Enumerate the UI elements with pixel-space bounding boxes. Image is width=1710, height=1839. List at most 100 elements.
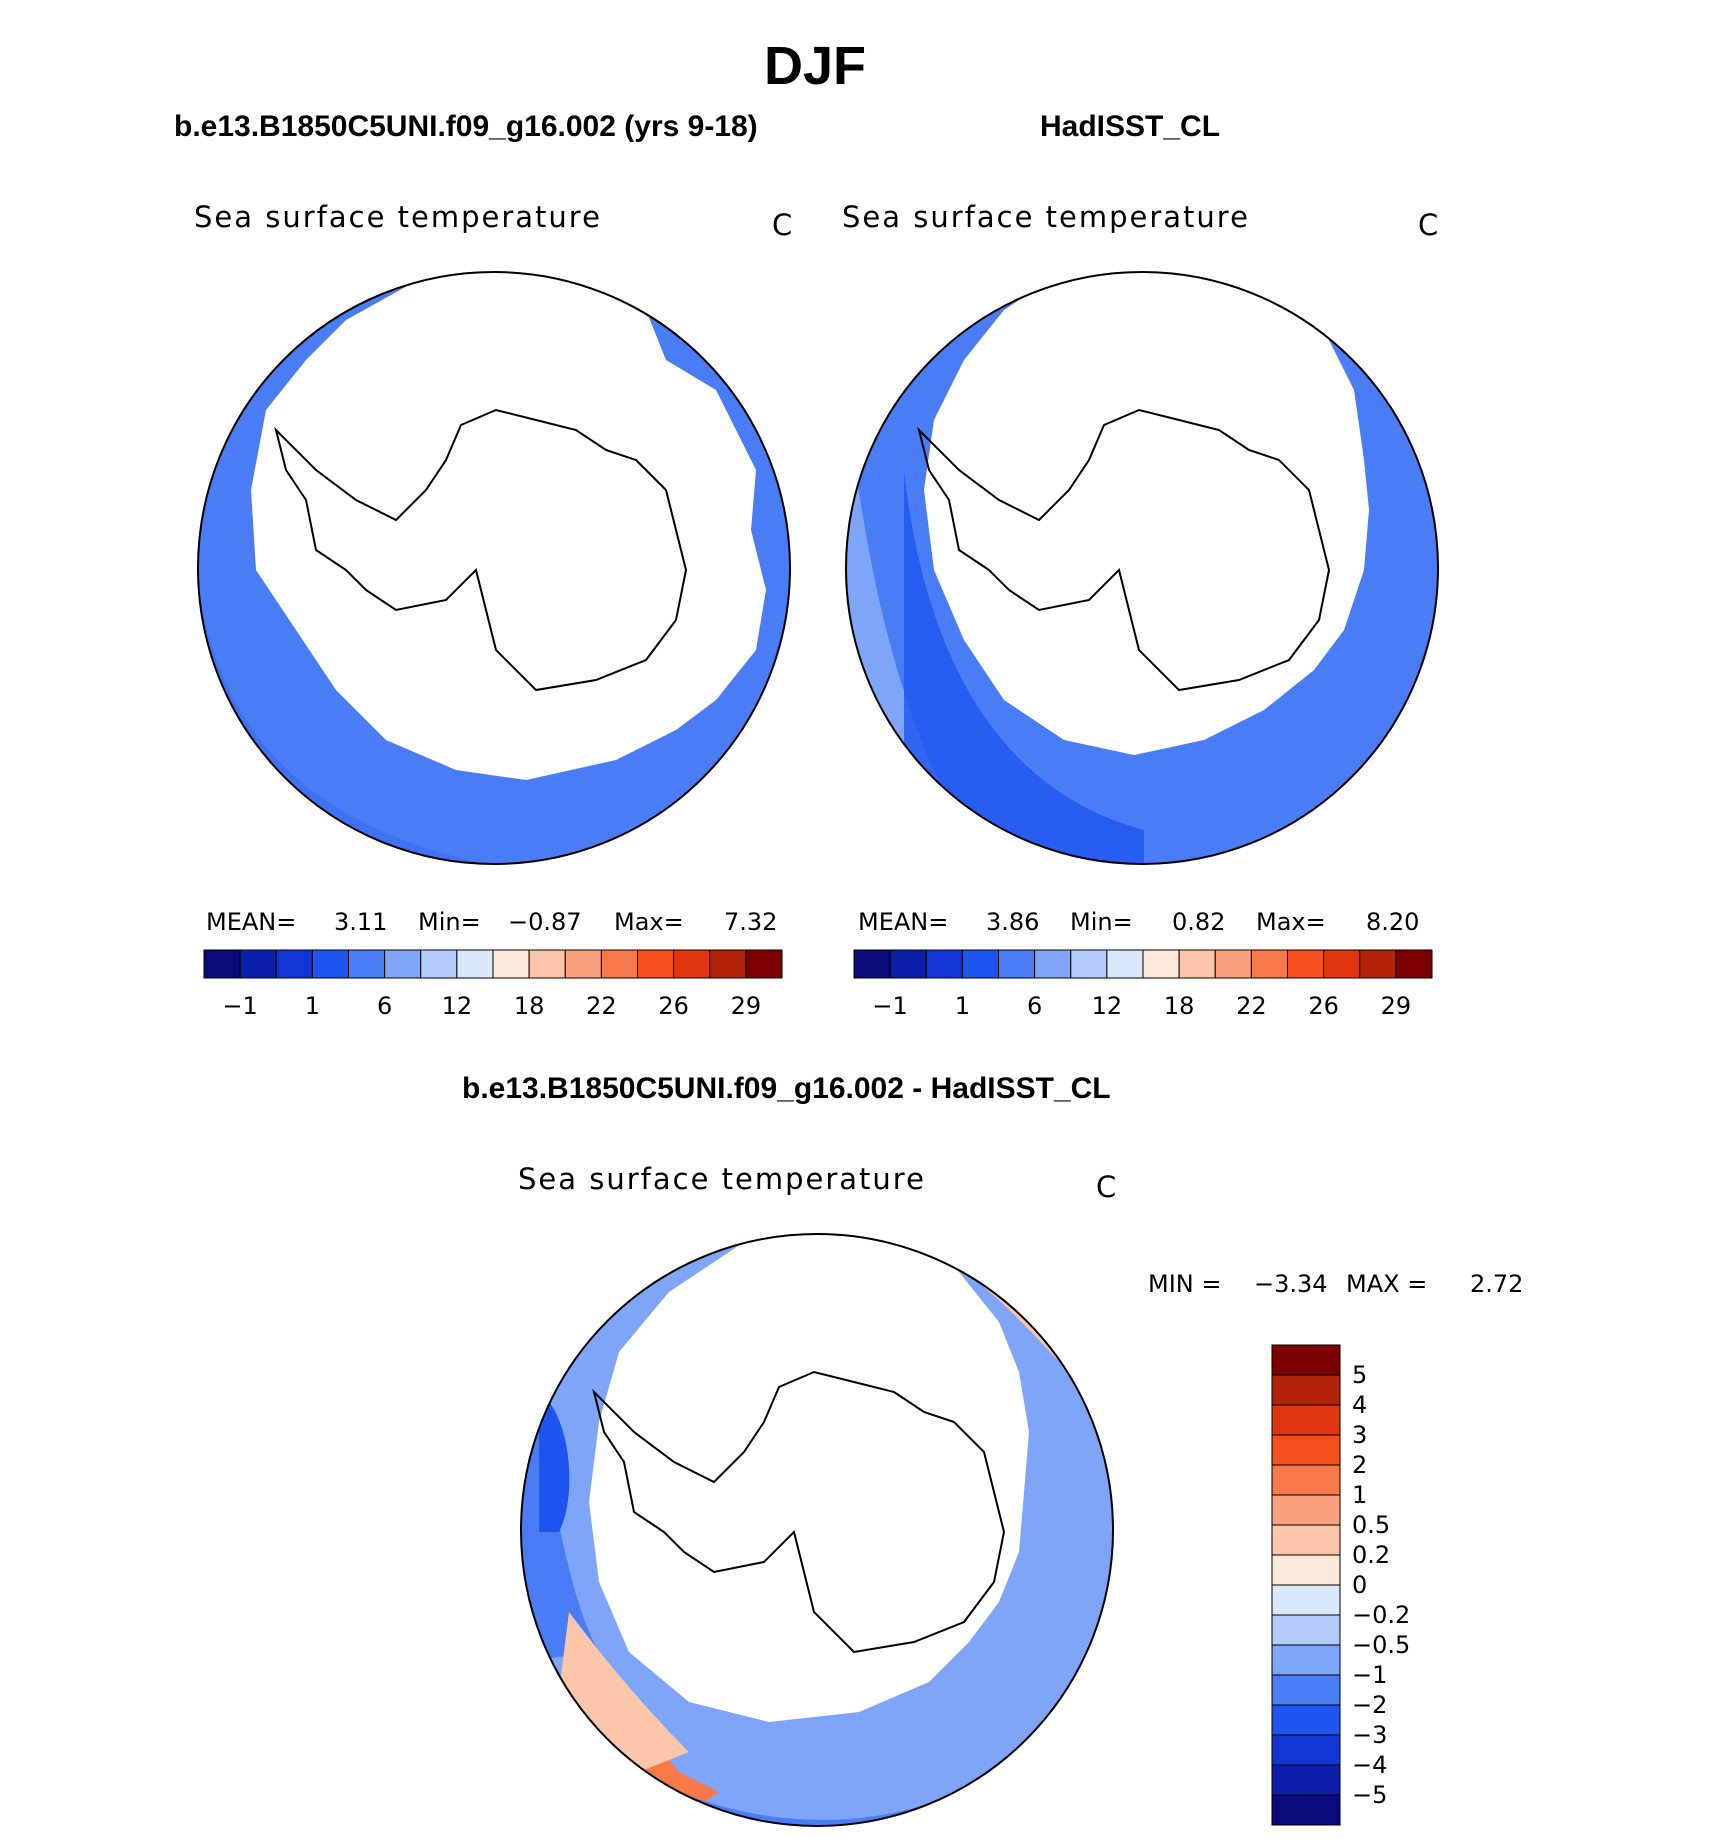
left-antarctica-coast [274,408,688,692]
right-unit-label: C [1418,208,1439,242]
left-max-label: Max= [614,908,684,936]
colorbar-tick-label: 6 [376,992,393,1020]
right-min-label: Min= [1070,908,1133,936]
colorbar-swatch [1271,1734,1341,1766]
colorbar-tick-label: 12 [1091,992,1123,1020]
left-case-title: b.e13.B1850C5UNI.f09_g16.002 (yrs 9-18) [174,110,758,143]
colorbar-tick-label: 29 [730,992,762,1020]
left-mean-value: 3.11 [334,908,388,936]
colorbar-swatch [275,949,313,979]
colorbar-swatch [492,949,530,979]
diff-min-value: −3.34 [1254,1270,1328,1298]
diff-map [520,1233,1114,1827]
colorbar-tick-label: −1 [1352,1661,1388,1689]
colorbar-tick-label: 18 [1163,992,1195,1020]
colorbar-tick-label: 1 [304,992,321,1020]
colorbar-swatch [564,949,602,979]
left-mean-label: MEAN= [206,908,297,936]
colorbar-tick-label: 26 [1308,992,1339,1020]
colorbar-swatch [1271,1374,1341,1406]
colorbar-swatch [1287,949,1325,979]
colorbar-swatch [1271,1644,1341,1676]
colorbar-swatch [673,949,711,979]
left-min-value: −0.87 [508,908,582,936]
colorbar-tick-label: 1 [1352,1481,1368,1509]
colorbar-tick-label: −1 [222,992,258,1020]
colorbar-swatch [1106,949,1144,979]
colorbar-swatch [1178,949,1216,979]
left-unit-label: C [772,208,793,242]
right-ice-region [924,272,1369,755]
colorbar-swatch [203,949,241,979]
colorbar-swatch [1271,1344,1341,1376]
diff-min-label: MIN = [1148,1270,1222,1298]
right-map [845,271,1439,865]
diff-case-title: b.e13.B1850C5UNI.f09_g16.002 - HadISST_C… [462,1072,1111,1105]
colorbar-swatch [889,949,927,979]
diff-unit-label: C [1096,1170,1117,1204]
colorbar-swatch [1271,1794,1341,1826]
colorbar-swatch [1271,1434,1341,1466]
colorbar-swatch [348,949,386,979]
colorbar-swatch [239,949,277,979]
colorbar-swatch [1359,949,1397,979]
colorbar-tick-label: 1 [954,992,971,1020]
left-max-value: 7.32 [724,908,778,936]
colorbar-swatch [1271,1404,1341,1436]
right-mean-label: MEAN= [858,908,949,936]
right-case-title: HadISST_CL [1040,110,1221,143]
left-variable-label: Sea surface temperature [194,200,602,234]
colorbar-swatch [1214,949,1252,979]
colorbar-swatch [1034,949,1072,979]
colorbar-swatch [528,949,566,979]
left-min-label: Min= [418,908,481,936]
colorbar-swatch [1271,1524,1341,1556]
diff-ice-region [589,1234,1029,1722]
colorbar-swatch [1271,1764,1341,1796]
colorbar-tick-label: 0.5 [1352,1511,1391,1539]
colorbar-tick-label: 12 [441,992,473,1020]
right-colorbar [853,949,1433,979]
colorbar-tick-label: 18 [513,992,545,1020]
left-colorbar [203,949,783,979]
colorbar-tick-label: 3 [1352,1421,1368,1449]
colorbar-tick-label: 22 [1236,992,1267,1020]
colorbar-tick-label: −2 [1352,1691,1388,1719]
diff-variable-label: Sea surface temperature [518,1162,926,1196]
colorbar-swatch [1271,1674,1341,1706]
figure-title: DJF [764,36,867,96]
colorbar-tick-label: −0.2 [1352,1601,1411,1629]
diff-colorbar [1271,1344,1341,1826]
colorbar-swatch [925,949,963,979]
colorbar-swatch [384,949,422,979]
diff-west-strong-cold [539,1392,570,1532]
right-variable-label: Sea surface temperature [842,200,1250,234]
colorbar-swatch [420,949,458,979]
colorbar-swatch [1323,949,1361,979]
diff-max-label: MAX = [1346,1270,1428,1298]
colorbar-swatch [1395,949,1433,979]
colorbar-swatch [637,949,675,979]
colorbar-tick-label: −3 [1352,1721,1388,1749]
colorbar-tick-label: −1 [872,992,908,1020]
colorbar-swatch [1271,1494,1341,1526]
colorbar-swatch [1271,1554,1341,1586]
diff-antarctica-coast [592,1370,1006,1654]
colorbar-swatch [600,949,638,979]
colorbar-swatch [1271,1584,1341,1616]
colorbar-swatch [311,949,349,979]
right-antarctica-coast [917,408,1331,692]
colorbar-tick-label: 0.2 [1352,1541,1391,1569]
colorbar-swatch [456,949,494,979]
right-max-label: Max= [1256,908,1326,936]
right-mean-value: 3.86 [986,908,1040,936]
colorbar-tick-label: 0 [1352,1571,1368,1599]
colorbar-tick-label: 5 [1352,1361,1368,1389]
diff-southwest-mild [559,1612,689,1772]
colorbar-tick-label: −4 [1352,1751,1388,1779]
right-min-value: 0.82 [1172,908,1226,936]
colorbar-tick-label: −5 [1352,1781,1388,1809]
left-ice-region [251,272,766,780]
colorbar-swatch [1271,1464,1341,1496]
colorbar-swatch [745,949,783,979]
